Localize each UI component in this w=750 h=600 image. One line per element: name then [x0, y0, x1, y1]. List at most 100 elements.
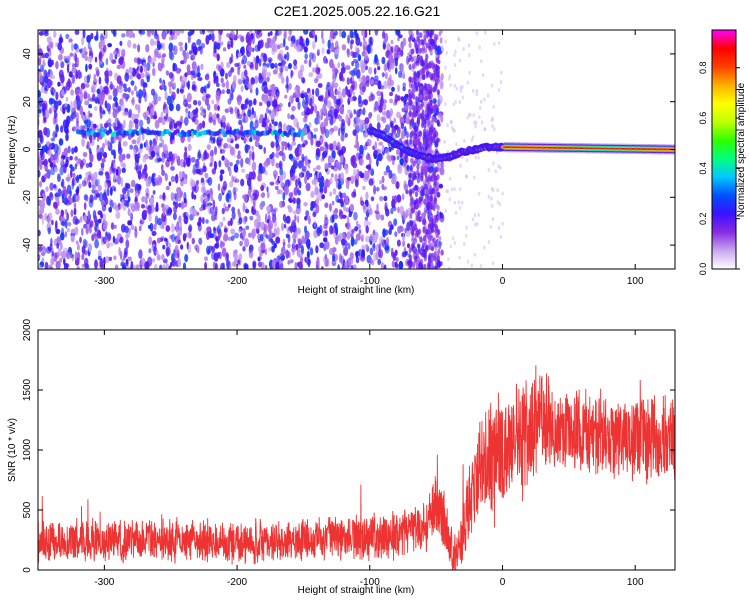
spectrogram-cell	[221, 241, 225, 247]
spectrogram-cell	[81, 137, 85, 147]
spectrogram-cell	[88, 227, 92, 234]
spectrogram-cell	[348, 97, 354, 102]
spectrogram-cell	[105, 173, 111, 180]
spectrogram-track-cell	[539, 146, 541, 149]
spectrogram-cell	[228, 168, 232, 177]
spectrogram-cell	[304, 175, 308, 185]
spectrogram-cell	[418, 261, 422, 268]
spectrogram-cell	[308, 72, 314, 78]
spectrogram-cell	[169, 51, 175, 61]
spectrogram-cell	[405, 189, 409, 195]
spectrogram-cell	[361, 86, 366, 93]
spectrogram-cell	[315, 66, 321, 75]
spectrogram-track-cell	[500, 145, 505, 149]
spectrogram-cell	[105, 179, 111, 184]
spectrogram-cell	[373, 67, 377, 75]
spectrogram-cell	[313, 127, 319, 132]
spectrogram-cell	[444, 208, 448, 213]
spectrogram-cell	[173, 82, 177, 87]
spectrogram-cell	[437, 112, 443, 119]
spectrogram-cell	[98, 171, 104, 176]
spectrogram-cell	[176, 88, 180, 94]
spectrogram-cell	[292, 233, 296, 241]
spectrogram-cell	[333, 125, 338, 132]
spectrogram-cell	[491, 203, 494, 208]
spectrogram-cell	[66, 63, 70, 74]
spectrogram-cell	[409, 220, 413, 227]
spectrogram-cell	[366, 80, 370, 87]
spectrogram-cell	[259, 167, 264, 175]
spectrogram-cell	[461, 85, 464, 89]
spectrogram-track-cell	[556, 147, 559, 149]
spectrogram-cell	[329, 117, 334, 126]
spectrogram-cell	[168, 265, 172, 269]
spectrogram-cell	[354, 226, 359, 232]
spectrogram-cell	[450, 187, 454, 192]
spectrogram-cell	[424, 183, 428, 190]
spectrogram-cell	[112, 122, 117, 129]
spectrogram-cell	[304, 225, 307, 234]
spectrogram-track-cell	[509, 146, 512, 148]
spectrogram-cell	[324, 162, 329, 170]
spectrogram-cell	[272, 36, 276, 45]
spectrogram-cell	[457, 36, 460, 41]
spectrogram-cell	[391, 177, 396, 185]
spectrogram-cell	[383, 195, 388, 202]
spectrogram-cell	[363, 144, 368, 151]
spectrogram-cell	[224, 206, 230, 212]
spectrogram-cell	[411, 104, 415, 111]
spectrogram-cell	[249, 150, 252, 160]
spectrogram-cell	[412, 86, 417, 93]
spectrogram-cell	[127, 208, 131, 217]
spectrogram-cell	[423, 263, 427, 269]
spectrogram-cell	[413, 81, 417, 88]
spectrogram-cell	[292, 92, 297, 99]
spectrogram-track-cell	[577, 147, 580, 149]
spectrogram-cell	[417, 172, 421, 179]
spectrogram-track-cell	[626, 148, 629, 150]
spectrogram-cell	[200, 63, 204, 70]
spectrogram-track-cell	[520, 146, 523, 149]
spectrogram-cell	[79, 216, 83, 223]
spectrogram-track-cell	[602, 147, 604, 150]
spectrogram-cell	[94, 56, 98, 63]
spectrogram-cell	[94, 226, 98, 232]
spectrogram-cell	[277, 30, 283, 36]
spectrogram-cell	[307, 258, 311, 268]
spectrogram-cell	[88, 161, 93, 168]
spectrogram-cell	[187, 80, 190, 90]
spectrogram-cell	[121, 198, 125, 207]
spectrogram-cell	[473, 120, 476, 125]
spectrogram-track-cell	[533, 146, 536, 149]
spectrogram-cell	[347, 257, 352, 268]
spectrogram-track-cell	[530, 146, 533, 149]
spectrogram-cell	[85, 194, 89, 202]
spectrogram-cell	[214, 75, 217, 82]
spectrogram-cell	[151, 30, 155, 36]
spectrogram-cell	[281, 152, 286, 162]
spectrogram-cell	[352, 51, 358, 58]
spectrogram-cell	[102, 192, 107, 201]
spectrogram-cell	[157, 43, 163, 49]
spectrogram-cell	[104, 255, 110, 264]
spectrogram-track-cell	[579, 147, 582, 149]
spectrogram-cell	[396, 111, 401, 119]
spectrogram-cell	[209, 136, 213, 141]
spectrogram-cell	[98, 52, 103, 62]
spectrogram-cell	[113, 154, 117, 159]
spectrogram-cell	[389, 91, 393, 97]
spectrogram-cell	[182, 262, 187, 269]
spectrogram-cell	[465, 158, 469, 163]
spectrogram-cell	[408, 264, 412, 269]
spectrogram-cell	[465, 225, 468, 230]
spectrogram-cell	[244, 264, 249, 269]
spectrogram-cell	[433, 132, 437, 139]
spectrogram-cell	[263, 146, 267, 154]
spectrogram-track-cell	[552, 147, 555, 149]
spectrogram-track-cell	[597, 147, 600, 150]
spectrogram-cell	[290, 95, 294, 104]
spectrogram-cell	[300, 93, 305, 99]
spectrogram-cell	[423, 252, 427, 259]
spectrogram-cell	[254, 140, 259, 148]
spectrogram-cell	[416, 163, 420, 170]
